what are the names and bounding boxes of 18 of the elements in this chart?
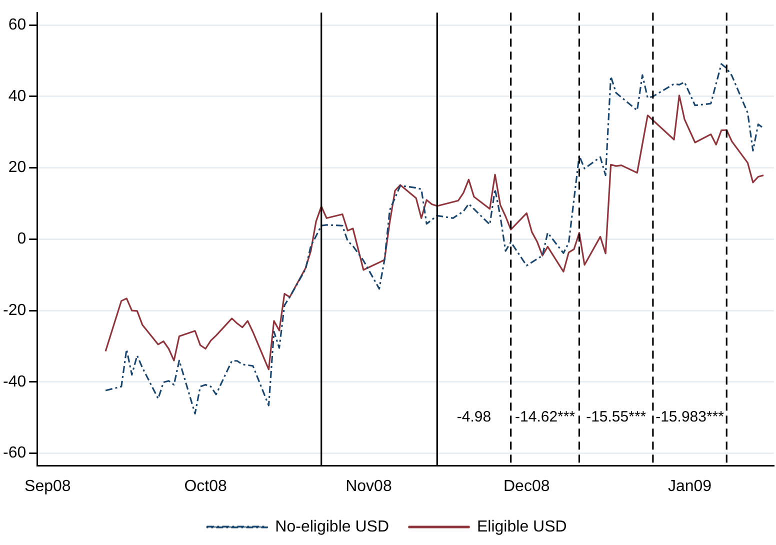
annotation: -15.983*** xyxy=(656,408,724,426)
y-tick-label: -60 xyxy=(3,444,26,462)
x-tick-label: Oct08 xyxy=(184,478,227,495)
y-tick-label: -40 xyxy=(3,373,26,390)
x-tick-label: Dec08 xyxy=(503,478,550,495)
y-tick-label: 0 xyxy=(17,230,26,248)
legend-label: No-eligible USD xyxy=(275,518,390,536)
y-tick-label: -20 xyxy=(3,302,26,319)
annotation: -4.98 xyxy=(456,408,492,426)
y-tick-label: 60 xyxy=(8,16,26,34)
y-tick-label: 20 xyxy=(8,159,26,176)
x-tick-label: Sep08 xyxy=(24,478,71,495)
y-tick-label: 40 xyxy=(8,88,26,105)
annotation: -15.55*** xyxy=(586,408,646,426)
x-tick-label: Jan09 xyxy=(668,478,712,495)
annotation: -14.62*** xyxy=(515,408,576,426)
legend-label: Eligible USD xyxy=(477,518,567,536)
x-tick-label: Nov08 xyxy=(346,478,392,495)
